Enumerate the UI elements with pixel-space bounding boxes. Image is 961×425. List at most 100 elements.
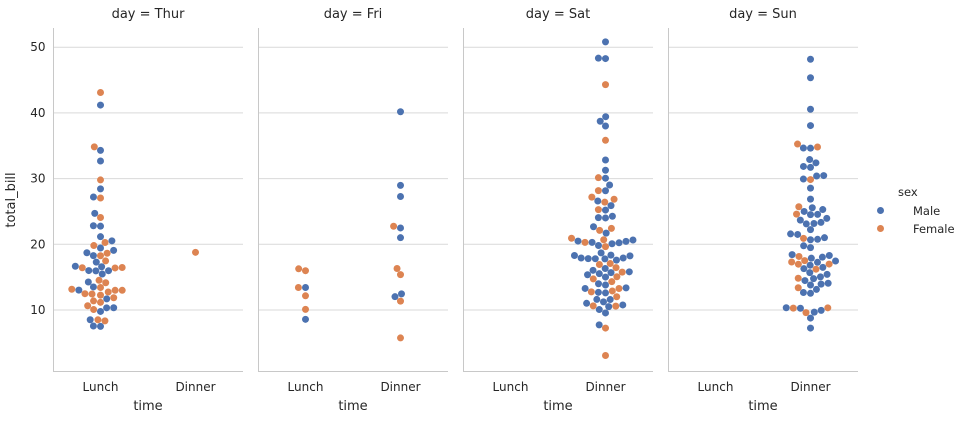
data-point-male [801, 277, 809, 285]
data-point-female [118, 286, 126, 294]
data-point-female [97, 213, 104, 221]
data-point-male [802, 220, 810, 228]
data-point-male [814, 235, 822, 243]
data-point-female [97, 194, 104, 202]
data-point-male [806, 156, 814, 164]
data-point-male [602, 122, 609, 130]
data-point-female [302, 267, 309, 275]
data-point-male [816, 273, 824, 281]
data-point-female [111, 264, 119, 272]
data-point-male [814, 210, 822, 218]
y-tick-label: 50 [30, 40, 45, 54]
data-point-female [397, 271, 404, 279]
data-point-male [103, 304, 111, 312]
data-point-male [97, 101, 104, 109]
data-point-male [594, 288, 602, 296]
female-marker-icon [877, 225, 884, 232]
data-point-male [605, 303, 613, 311]
data-point-male [800, 207, 808, 215]
x-tick-label: Lunch [493, 380, 529, 394]
data-point-male [98, 263, 106, 271]
data-point-female [94, 316, 102, 324]
data-point-female [795, 252, 803, 260]
data-point-male [397, 181, 404, 189]
legend-item-male: Male [876, 203, 960, 218]
y-tick-label: 30 [30, 172, 45, 186]
data-point-male [807, 281, 814, 289]
data-point-female [601, 198, 609, 206]
data-point-male [788, 251, 796, 259]
data-point-male [98, 270, 106, 278]
data-point-male [813, 172, 821, 180]
data-point-male [97, 244, 104, 252]
data-point-female [814, 143, 822, 151]
data-point-male [91, 209, 99, 217]
data-point-male [602, 206, 609, 214]
data-point-female [594, 206, 602, 214]
data-point-female [68, 285, 76, 293]
data-point-male [85, 267, 93, 275]
data-point-male [782, 304, 790, 312]
data-point-male [608, 212, 616, 220]
data-point-male [83, 249, 91, 257]
data-point-male [823, 214, 831, 222]
data-point-female [90, 143, 98, 151]
data-point-female [302, 305, 309, 313]
data-point-female [587, 288, 595, 296]
data-point-male [602, 166, 609, 174]
data-point-female [101, 239, 109, 247]
data-point-female [294, 284, 302, 292]
data-point-male [800, 265, 808, 273]
data-point-male [787, 230, 795, 238]
data-point-female [595, 260, 603, 268]
data-point-male [89, 252, 97, 260]
data-point-male [799, 175, 807, 183]
data-point-female [602, 136, 609, 144]
data-point-male [589, 266, 597, 274]
data-point-male [86, 316, 94, 324]
data-point-female [602, 352, 609, 360]
data-point-male [75, 286, 83, 294]
data-point-female [789, 304, 797, 312]
data-point-male [806, 261, 814, 269]
data-point-male [807, 144, 814, 152]
data-point-male [595, 280, 603, 288]
data-point-male [807, 236, 814, 244]
x-tick-label: Lunch [698, 380, 734, 394]
data-point-female [95, 276, 103, 284]
facet-title: day = Thur [112, 7, 185, 22]
data-point-male [97, 233, 104, 241]
data-point-male [817, 280, 825, 288]
data-point-male [817, 306, 825, 314]
data-point-female [615, 285, 623, 293]
data-point-female [794, 274, 802, 282]
data-point-male [796, 216, 804, 224]
data-point-female [602, 81, 609, 89]
data-point-male [807, 324, 814, 332]
data-point-female [788, 258, 796, 266]
data-point-male [105, 267, 113, 275]
data-point-male [808, 204, 816, 212]
data-point-female [589, 275, 597, 283]
data-point-male [581, 284, 589, 292]
x-tick-label: Dinner [175, 380, 215, 394]
data-point-female [97, 176, 104, 184]
data-point-male [97, 307, 104, 315]
data-point-male [89, 283, 97, 291]
data-point-male [391, 293, 399, 301]
data-point-female [84, 302, 92, 310]
data-point-female [794, 260, 802, 268]
data-point-male [820, 172, 828, 180]
data-point-male [807, 254, 815, 262]
data-point-male [824, 279, 832, 287]
data-point-male [97, 146, 104, 154]
data-point-male [812, 285, 820, 293]
data-point-male [612, 256, 620, 264]
data-point-male [599, 298, 607, 306]
data-point-female [97, 291, 104, 299]
data-point-male [110, 246, 118, 254]
data-point-male [807, 163, 814, 171]
data-point-female [97, 298, 104, 306]
data-point-female [802, 309, 810, 317]
data-point-female [192, 248, 199, 256]
